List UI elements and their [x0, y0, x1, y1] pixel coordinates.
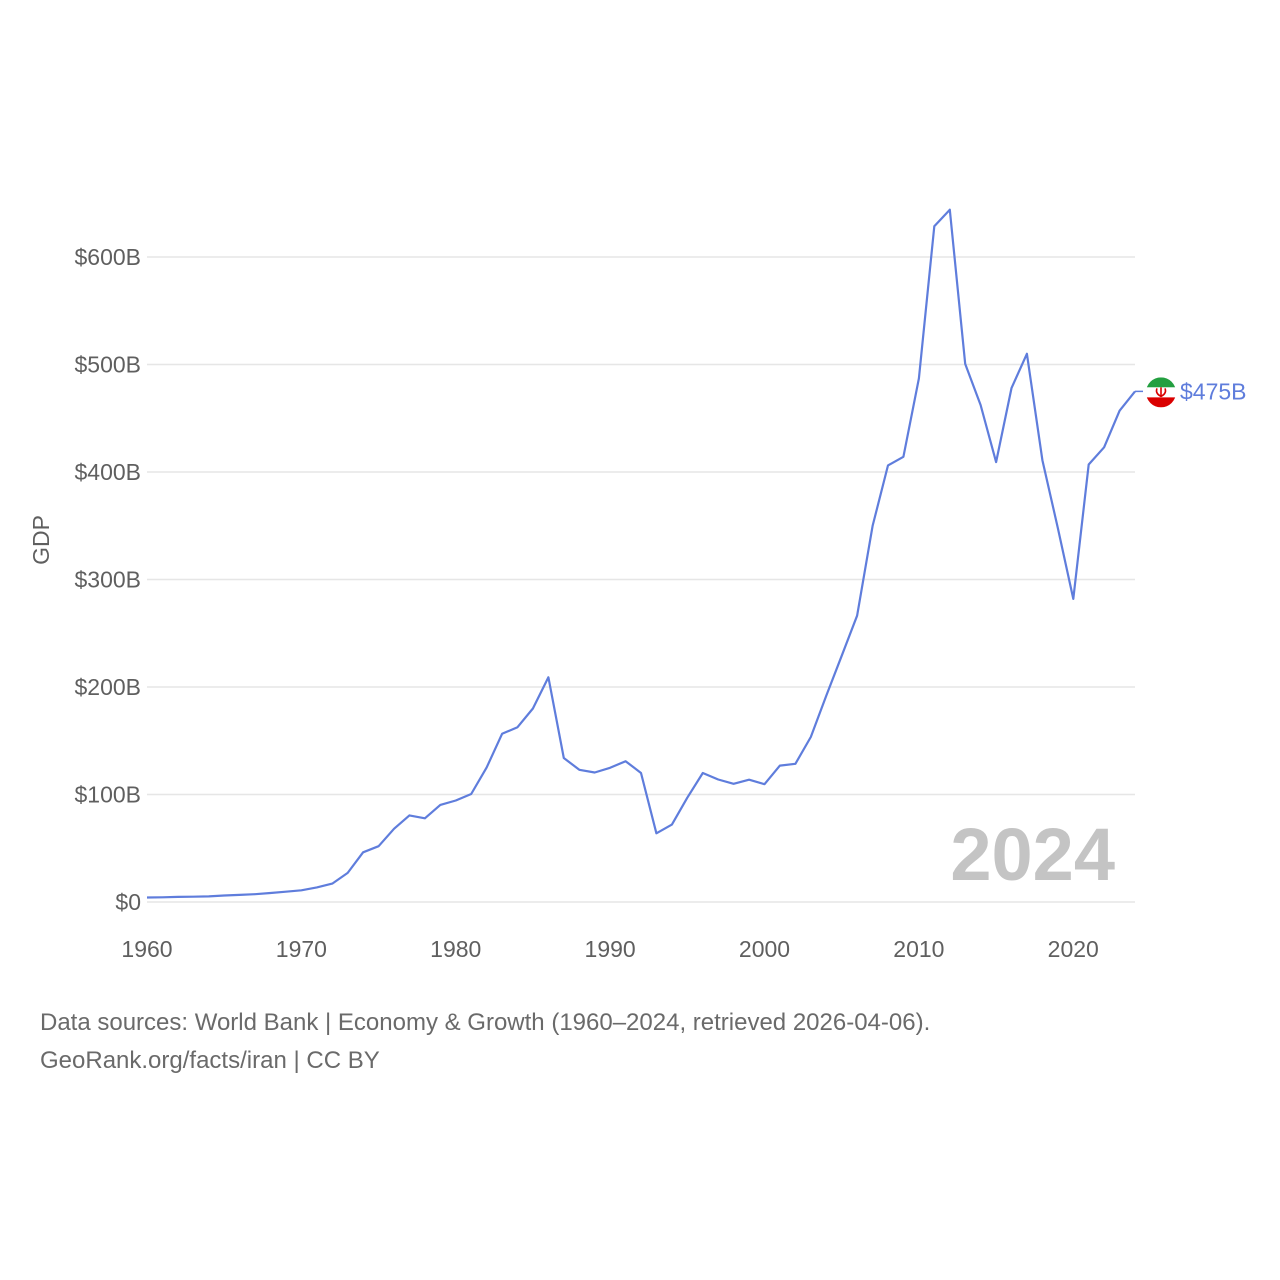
series-layer — [146, 208, 1136, 899]
x-tick-label: 1990 — [585, 936, 636, 962]
gdp-line-chart: $0 $100B $200B $300B $400B $500B $600B 1960 197… — [28, 208, 1247, 962]
y-tick-label: $100B — [74, 782, 141, 808]
y-tick-label: $0 — [115, 889, 141, 915]
iran-flag-icon — [1146, 377, 1176, 408]
end-value-label: $475B — [1180, 378, 1247, 404]
y-tick-label: $600B — [74, 244, 141, 270]
x-tick-label: 2020 — [1048, 936, 1099, 962]
end-marker: $475B — [1135, 377, 1247, 408]
x-tick-label: 1980 — [430, 936, 481, 962]
license-link[interactable]: GeoRank.org/facts/iran | CC BY — [40, 1047, 380, 1074]
data-source-note: Data sources: World Bank | Economy & Gro… — [40, 1009, 931, 1036]
x-axis-ticks: 1960 1970 1980 1990 2000 2010 2020 — [121, 936, 1098, 962]
x-tick-label: 1970 — [276, 936, 327, 962]
y-tick-label: $200B — [74, 674, 141, 700]
y-axis-ticks: $0 $100B $200B $300B $400B $500B $600B — [74, 244, 141, 915]
year-watermark: 2024 — [950, 813, 1115, 896]
y-axis-title: GDP — [28, 515, 54, 565]
x-tick-label: 2000 — [739, 936, 790, 962]
grid-lines — [147, 256, 1135, 903]
y-tick-label: $400B — [74, 459, 141, 485]
y-tick-label: $500B — [74, 352, 141, 378]
x-tick-label: 2010 — [893, 936, 944, 962]
series-line-iran — [146, 208, 1136, 899]
x-tick-label: 1960 — [121, 936, 172, 962]
footer: Data sources: World Bank | Economy & Gro… — [40, 1004, 1240, 1080]
y-tick-label: $300B — [74, 567, 141, 593]
